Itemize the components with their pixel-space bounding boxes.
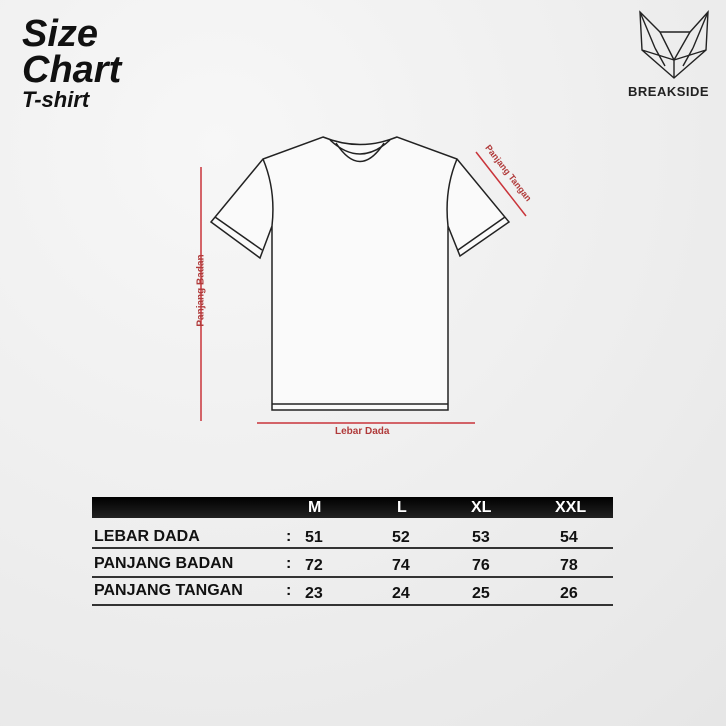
row-divider <box>92 547 613 549</box>
cell-xl: 76 <box>472 557 490 574</box>
cell-m: 72 <box>305 557 323 574</box>
panjang-badan-label: Panjang Badan <box>195 254 207 327</box>
cat-logo-icon <box>639 10 709 79</box>
header-m: M <box>308 499 322 516</box>
header-xxl: XXL <box>555 499 587 516</box>
row-label: PANJANG BADAN <box>94 555 234 572</box>
brand-name: BREAKSIDE <box>628 84 710 99</box>
row-sep: : <box>286 582 292 599</box>
cell-xl: 25 <box>472 585 490 602</box>
cell-l: 24 <box>392 585 410 602</box>
tshirt-outline <box>209 136 511 411</box>
table-header-bar <box>92 497 613 518</box>
cell-l: 74 <box>392 557 410 574</box>
row-label: PANJANG TANGAN <box>94 582 243 599</box>
title-tshirt: T-shirt <box>22 87 90 112</box>
row-divider <box>92 576 613 578</box>
cell-xl: 53 <box>472 529 490 546</box>
cell-l: 52 <box>392 529 410 546</box>
cell-m: 51 <box>305 529 323 546</box>
title-size: Size <box>22 13 99 55</box>
row-sep: : <box>286 528 292 545</box>
lebar-dada-label: Lebar Dada <box>335 426 390 437</box>
cell-xxl: 78 <box>560 557 578 574</box>
header-l: L <box>397 499 407 516</box>
row-divider <box>92 604 613 606</box>
row-sep: : <box>286 555 292 572</box>
row-label: LEBAR DADA <box>94 528 200 545</box>
header-xl: XL <box>471 499 492 516</box>
tangan-measure-line <box>475 151 527 217</box>
cell-xxl: 26 <box>560 585 578 602</box>
cell-xxl: 54 <box>560 529 578 546</box>
title-chart: Chart <box>22 49 122 91</box>
cell-m: 23 <box>305 585 323 602</box>
